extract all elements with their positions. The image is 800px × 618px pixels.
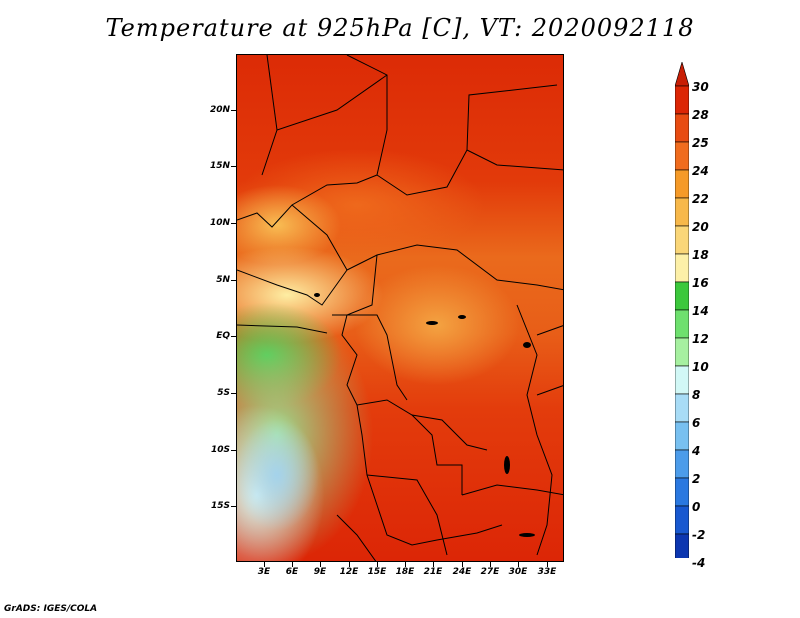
lon-tick (320, 562, 321, 567)
colorbar-swatch (675, 309, 689, 339)
colorbar-label: 0 (692, 500, 701, 514)
lon-tick (405, 562, 406, 567)
colorbar-top-arrow (675, 62, 689, 87)
colorbar-label: 16 (692, 276, 709, 290)
temperature-map (236, 54, 564, 562)
colorbar-label: 8 (692, 388, 701, 402)
lat-tick (231, 450, 236, 451)
colorbar-label: 4 (692, 444, 701, 458)
lat-tick (231, 506, 236, 507)
lat-label-10n: 10N (209, 218, 230, 228)
lon-tick (433, 562, 434, 567)
colorbar-label: 10 (692, 360, 709, 374)
colorbar-label: 24 (692, 164, 709, 178)
colorbar-swatch (675, 253, 689, 283)
colorbar-swatch (675, 281, 689, 311)
colorbar-swatch (675, 449, 689, 479)
lon-label-9e: 9E (313, 567, 327, 577)
colorbar-label: 20 (692, 220, 709, 234)
colorbar-label: 12 (692, 332, 709, 346)
colorbar-swatch (675, 365, 689, 395)
lon-tick (349, 562, 350, 567)
lon-label-15e: 15E (367, 567, 387, 577)
lon-tick (264, 562, 265, 567)
lon-tick (547, 562, 548, 567)
colorbar-label: 14 (692, 304, 709, 318)
lat-label-20n: 20N (209, 105, 230, 115)
lon-label-6e: 6E (285, 567, 299, 577)
colorbar-label: 30 (692, 80, 709, 94)
lat-label-5n: 5N (216, 275, 230, 285)
colorbar-label: 28 (692, 108, 709, 122)
footer-credit: GrADS: IGES/COLA (4, 604, 98, 614)
lat-tick (231, 280, 236, 281)
colorbar-label: 18 (692, 248, 709, 262)
lon-tick (462, 562, 463, 567)
lat-tick (231, 336, 236, 337)
lon-label-18e: 18E (395, 567, 415, 577)
lon-label-3e: 3E (257, 567, 271, 577)
colorbar-swatch (675, 225, 689, 255)
lat-tick (231, 166, 236, 167)
colorbar-label: 25 (692, 136, 709, 150)
colorbar-swatch (675, 477, 689, 507)
colorbar-swatch (675, 505, 689, 535)
colorbar-swatch (675, 421, 689, 451)
lon-label-27e: 27E (480, 567, 500, 577)
colorbar-label: 22 (692, 192, 709, 206)
colorbar-swatch (675, 337, 689, 367)
lat-tick (231, 223, 236, 224)
lon-tick (490, 562, 491, 567)
colorbar-swatch (675, 141, 689, 171)
lon-label-24e: 24E (452, 567, 472, 577)
lon-label-33e: 33E (537, 567, 557, 577)
lat-tick (231, 393, 236, 394)
lon-label-12e: 12E (339, 567, 359, 577)
colorbar-label: -2 (692, 528, 706, 542)
lat-label-15s: 15S (210, 501, 230, 511)
colorbar-swatch (675, 85, 689, 115)
lat-label-10s: 10S (210, 445, 230, 455)
colorbar-label: 6 (692, 416, 701, 430)
colorbar-label: -4 (692, 556, 706, 570)
colorbar-swatch (675, 533, 689, 558)
colorbar (675, 62, 689, 558)
country-borders (237, 55, 563, 561)
lat-label-15n: 15N (209, 161, 230, 171)
colorbar-swatch (675, 393, 689, 423)
lon-tick (518, 562, 519, 567)
colorbar-swatch (675, 197, 689, 227)
colorbar-label: 2 (692, 472, 701, 486)
lat-tick (231, 110, 236, 111)
lon-tick (292, 562, 293, 567)
colorbar-swatch (675, 113, 689, 143)
chart-title: Temperature at 925hPa [C], VT: 202009211… (105, 14, 695, 42)
colorbar-swatch (675, 169, 689, 199)
lon-tick (377, 562, 378, 567)
lon-label-30e: 30E (508, 567, 528, 577)
lat-label-eq: EQ (216, 331, 230, 341)
lat-label-5s: 5S (217, 388, 230, 398)
lon-label-21e: 21E (423, 567, 443, 577)
